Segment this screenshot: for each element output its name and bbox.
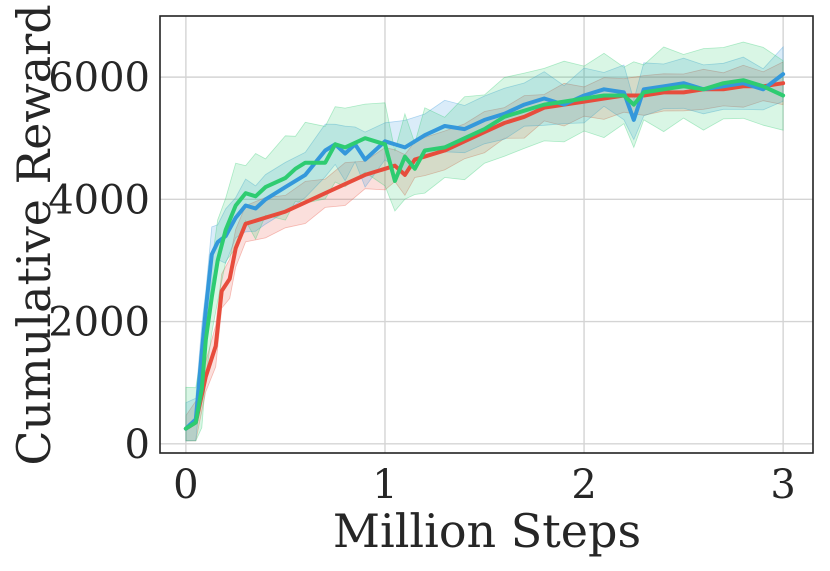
tick-labels: 0 1 2 3 0 2000 4000 6000 — [48, 55, 796, 508]
series-2-line — [183, 72, 786, 431]
x-axis-label: Million Steps — [333, 504, 641, 558]
y-tick-label: 4000 — [48, 177, 150, 223]
plot-frame — [159, 15, 814, 454]
series-1-line — [183, 81, 786, 431]
y-tick-label: 0 — [125, 422, 150, 468]
y-axis-label: Cumulative Reward — [7, 4, 61, 465]
y-tick-label: 2000 — [48, 300, 150, 346]
series-3-line — [183, 78, 786, 431]
x-tick-label: 1 — [372, 462, 397, 508]
series-lines — [183, 72, 786, 431]
x-tick-label: 0 — [173, 462, 198, 508]
x-tick-label: 3 — [770, 462, 795, 508]
confidence-bands — [185, 41, 784, 442]
y-tick-label: 6000 — [48, 55, 150, 101]
series-1-band — [185, 61, 784, 442]
x-tick-label: 2 — [571, 462, 596, 508]
series-3-band — [185, 41, 784, 442]
